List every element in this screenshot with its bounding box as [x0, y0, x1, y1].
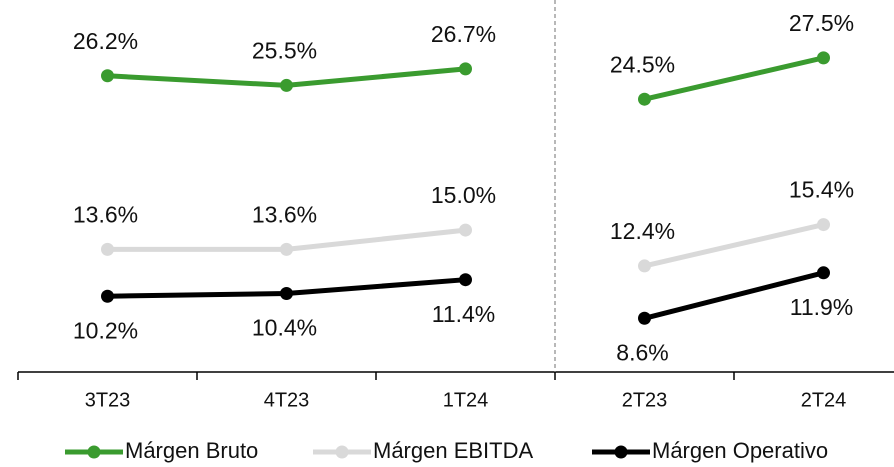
data-label: 13.6%: [252, 201, 317, 227]
x-tick-label: 1T24: [443, 389, 489, 411]
data-point: [638, 92, 651, 106]
data-label: 11.9%: [790, 294, 854, 320]
data-point: [101, 289, 114, 303]
data-label: 10.2%: [73, 317, 138, 343]
data-point: [101, 69, 114, 83]
data-point: [280, 242, 293, 256]
data-label: 13.6%: [73, 201, 138, 227]
data-label: 10.4%: [252, 315, 317, 341]
data-point: [101, 242, 114, 256]
data-label: 12.4%: [610, 218, 675, 244]
series-line: [642, 55, 826, 102]
legend-label: Márgen Bruto: [125, 438, 258, 463]
x-tick-label: 4T23: [264, 389, 310, 411]
legend-marker: [614, 445, 628, 459]
data-label: 27.5%: [789, 10, 854, 36]
x-tick-label: 2T23: [622, 389, 668, 411]
data-point: [459, 62, 472, 76]
data-label: 15.4%: [789, 177, 854, 203]
data-point: [280, 286, 293, 300]
legend-label: Márgen EBITDA: [373, 438, 533, 463]
series-line: [642, 270, 826, 321]
data-point: [459, 273, 472, 287]
data-label: 26.7%: [431, 21, 496, 47]
data-point: [638, 311, 651, 325]
data-label: 24.5%: [610, 51, 675, 77]
data-point: [459, 223, 472, 237]
data-label: 11.4%: [432, 301, 496, 327]
data-label: 15.0%: [431, 182, 496, 208]
data-point: [638, 259, 651, 273]
data-point: [280, 78, 293, 92]
data-label: 26.2%: [73, 28, 138, 54]
x-tick-label: 2T24: [801, 389, 847, 411]
data-point: [817, 218, 830, 232]
data-label: 25.5%: [252, 38, 317, 64]
x-tick-label: 3T23: [85, 389, 131, 411]
data-point: [817, 266, 830, 280]
series-line: [642, 222, 826, 269]
legend-marker: [87, 445, 101, 459]
legend-label: Márgen Operativo: [652, 438, 828, 463]
data-label: 8.6%: [616, 339, 668, 365]
legend-marker: [335, 445, 349, 459]
data-point: [817, 51, 830, 65]
